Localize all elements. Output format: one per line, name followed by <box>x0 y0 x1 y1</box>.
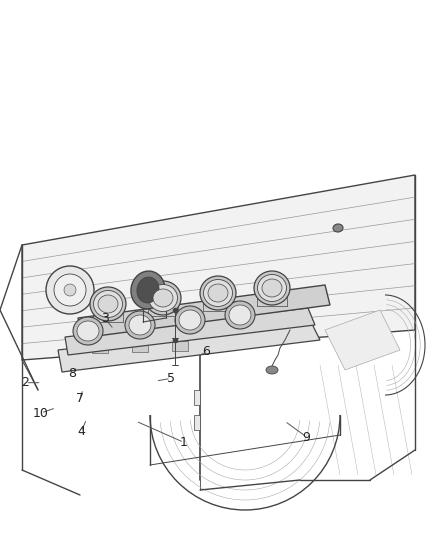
Text: 9: 9 <box>303 431 311 443</box>
Ellipse shape <box>179 310 201 330</box>
Ellipse shape <box>225 301 255 329</box>
Text: 10: 10 <box>33 407 49 419</box>
Circle shape <box>64 284 76 296</box>
Text: 5: 5 <box>167 372 175 385</box>
Ellipse shape <box>262 279 282 297</box>
Text: 8: 8 <box>68 367 76 379</box>
Ellipse shape <box>266 366 278 374</box>
Ellipse shape <box>125 311 155 339</box>
Ellipse shape <box>73 317 103 345</box>
Ellipse shape <box>229 305 251 325</box>
Ellipse shape <box>129 315 151 335</box>
Polygon shape <box>325 310 400 370</box>
Ellipse shape <box>93 290 123 318</box>
Polygon shape <box>194 415 200 430</box>
Polygon shape <box>78 285 330 338</box>
Circle shape <box>54 274 86 306</box>
Polygon shape <box>65 308 315 355</box>
Ellipse shape <box>204 279 233 306</box>
Ellipse shape <box>137 277 159 303</box>
Ellipse shape <box>208 284 228 302</box>
Circle shape <box>46 266 94 314</box>
Polygon shape <box>194 390 200 405</box>
Polygon shape <box>132 342 148 352</box>
Ellipse shape <box>258 274 286 302</box>
Polygon shape <box>92 343 108 353</box>
Ellipse shape <box>145 281 181 315</box>
Text: 3: 3 <box>101 312 109 325</box>
Ellipse shape <box>148 285 177 311</box>
Text: 4: 4 <box>77 425 85 438</box>
Ellipse shape <box>77 321 99 341</box>
Polygon shape <box>172 341 188 351</box>
Polygon shape <box>58 320 320 372</box>
Text: 2: 2 <box>21 376 29 389</box>
Ellipse shape <box>98 295 118 313</box>
Ellipse shape <box>200 276 236 310</box>
Ellipse shape <box>333 224 343 232</box>
Text: 1: 1 <box>180 436 188 449</box>
Text: 6: 6 <box>202 345 210 358</box>
Ellipse shape <box>254 271 290 305</box>
Ellipse shape <box>153 289 173 307</box>
Text: 7: 7 <box>76 392 84 405</box>
Ellipse shape <box>90 287 126 321</box>
Polygon shape <box>22 175 415 360</box>
Ellipse shape <box>175 306 205 334</box>
Ellipse shape <box>131 271 165 309</box>
